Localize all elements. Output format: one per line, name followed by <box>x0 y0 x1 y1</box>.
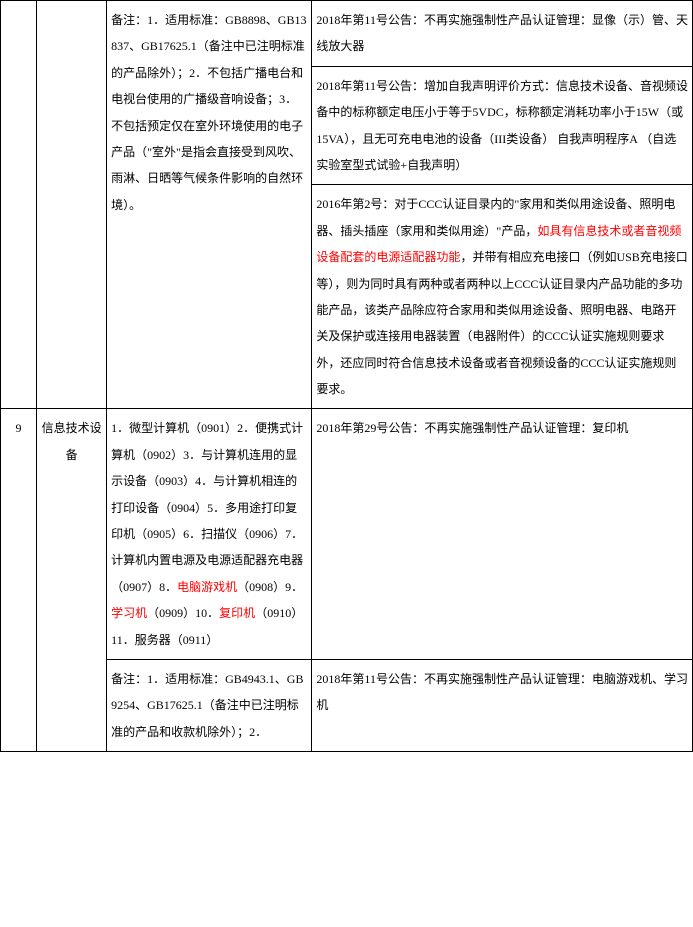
row8-right2: 2018年第11号公告：增加自我声明评价方式：信息技术设备、音视频设备中的标称额… <box>312 66 693 185</box>
row9-note: 备注：1．适用标准：GB4943.1、GB9254、GB17625.1（备注中已… <box>107 659 312 751</box>
row9-desc: 1．微型计算机（0901）2．便携式计算机（0902）3．与计算机连用的显示设备… <box>107 409 312 660</box>
cell-text: （0908）9． <box>237 580 303 594</box>
row8-right3: 2016年第2号：对于CCC认证目录内的"家用和类似用途设备、照明电器、插头插座… <box>312 185 693 409</box>
cell-text: 信息技术设备 <box>42 421 102 461</box>
cell-text: 2018年第11号公告：增加自我声明评价方式：信息技术设备、音视频设备中的标称额… <box>316 79 688 172</box>
table-row: 9 信息技术设备 1．微型计算机（0901）2．便携式计算机（0902）3．与计… <box>1 409 693 660</box>
regulation-table: 备注：1．适用标准：GB8898、GB13837、GB17625.1（备注中已注… <box>0 0 693 752</box>
cell-text-highlight: 复印机 <box>219 606 255 620</box>
row9-cat: 信息技术设备 <box>37 409 107 752</box>
cell-text-highlight: 电脑游戏机 <box>177 580 237 594</box>
table-row: 备注：1．适用标准：GB8898、GB13837、GB17625.1（备注中已注… <box>1 1 693 67</box>
row8-right1: 2018年第11号公告：不再实施强制性产品认证管理：显像（示）管、天线放大器 <box>312 1 693 67</box>
cell-text: （0909）10． <box>147 606 219 620</box>
cell-text: 2018年第29号公告：不再实施强制性产品认证管理：复印机 <box>316 421 628 435</box>
row9-right: 2018年第29号公告：不再实施强制性产品认证管理：复印机 <box>312 409 693 660</box>
cell-text: 2018年第11号公告：不再实施强制性产品认证管理：电脑游戏机、学习机 <box>316 672 688 712</box>
row8-cat <box>37 1 107 409</box>
row9-right2: 2018年第11号公告：不再实施强制性产品认证管理：电脑游戏机、学习机 <box>312 659 693 751</box>
cell-text: ，并带有相应充电接口（例如USB充电接口等），则为同时具有两种或者两种以上CCC… <box>316 250 687 396</box>
cell-text-highlight: 学习机 <box>111 606 147 620</box>
cell-text: 1．微型计算机（0901）2．便携式计算机（0902）3．与计算机连用的显示设备… <box>111 421 303 593</box>
row9-num: 9 <box>1 409 37 752</box>
cell-text: 2018年第11号公告：不再实施强制性产品认证管理：显像（示）管、天线放大器 <box>316 13 688 53</box>
cell-text: 备注：1．适用标准：GB4943.1、GB9254、GB17625.1（备注中已… <box>111 672 303 739</box>
note-text: 备注：1．适用标准：GB8898、GB13837、GB17625.1（备注中已注… <box>111 13 306 212</box>
row8-note: 备注：1．适用标准：GB8898、GB13837、GB17625.1（备注中已注… <box>107 1 312 409</box>
cell-text: 9 <box>16 421 22 435</box>
row8-num <box>1 1 37 409</box>
